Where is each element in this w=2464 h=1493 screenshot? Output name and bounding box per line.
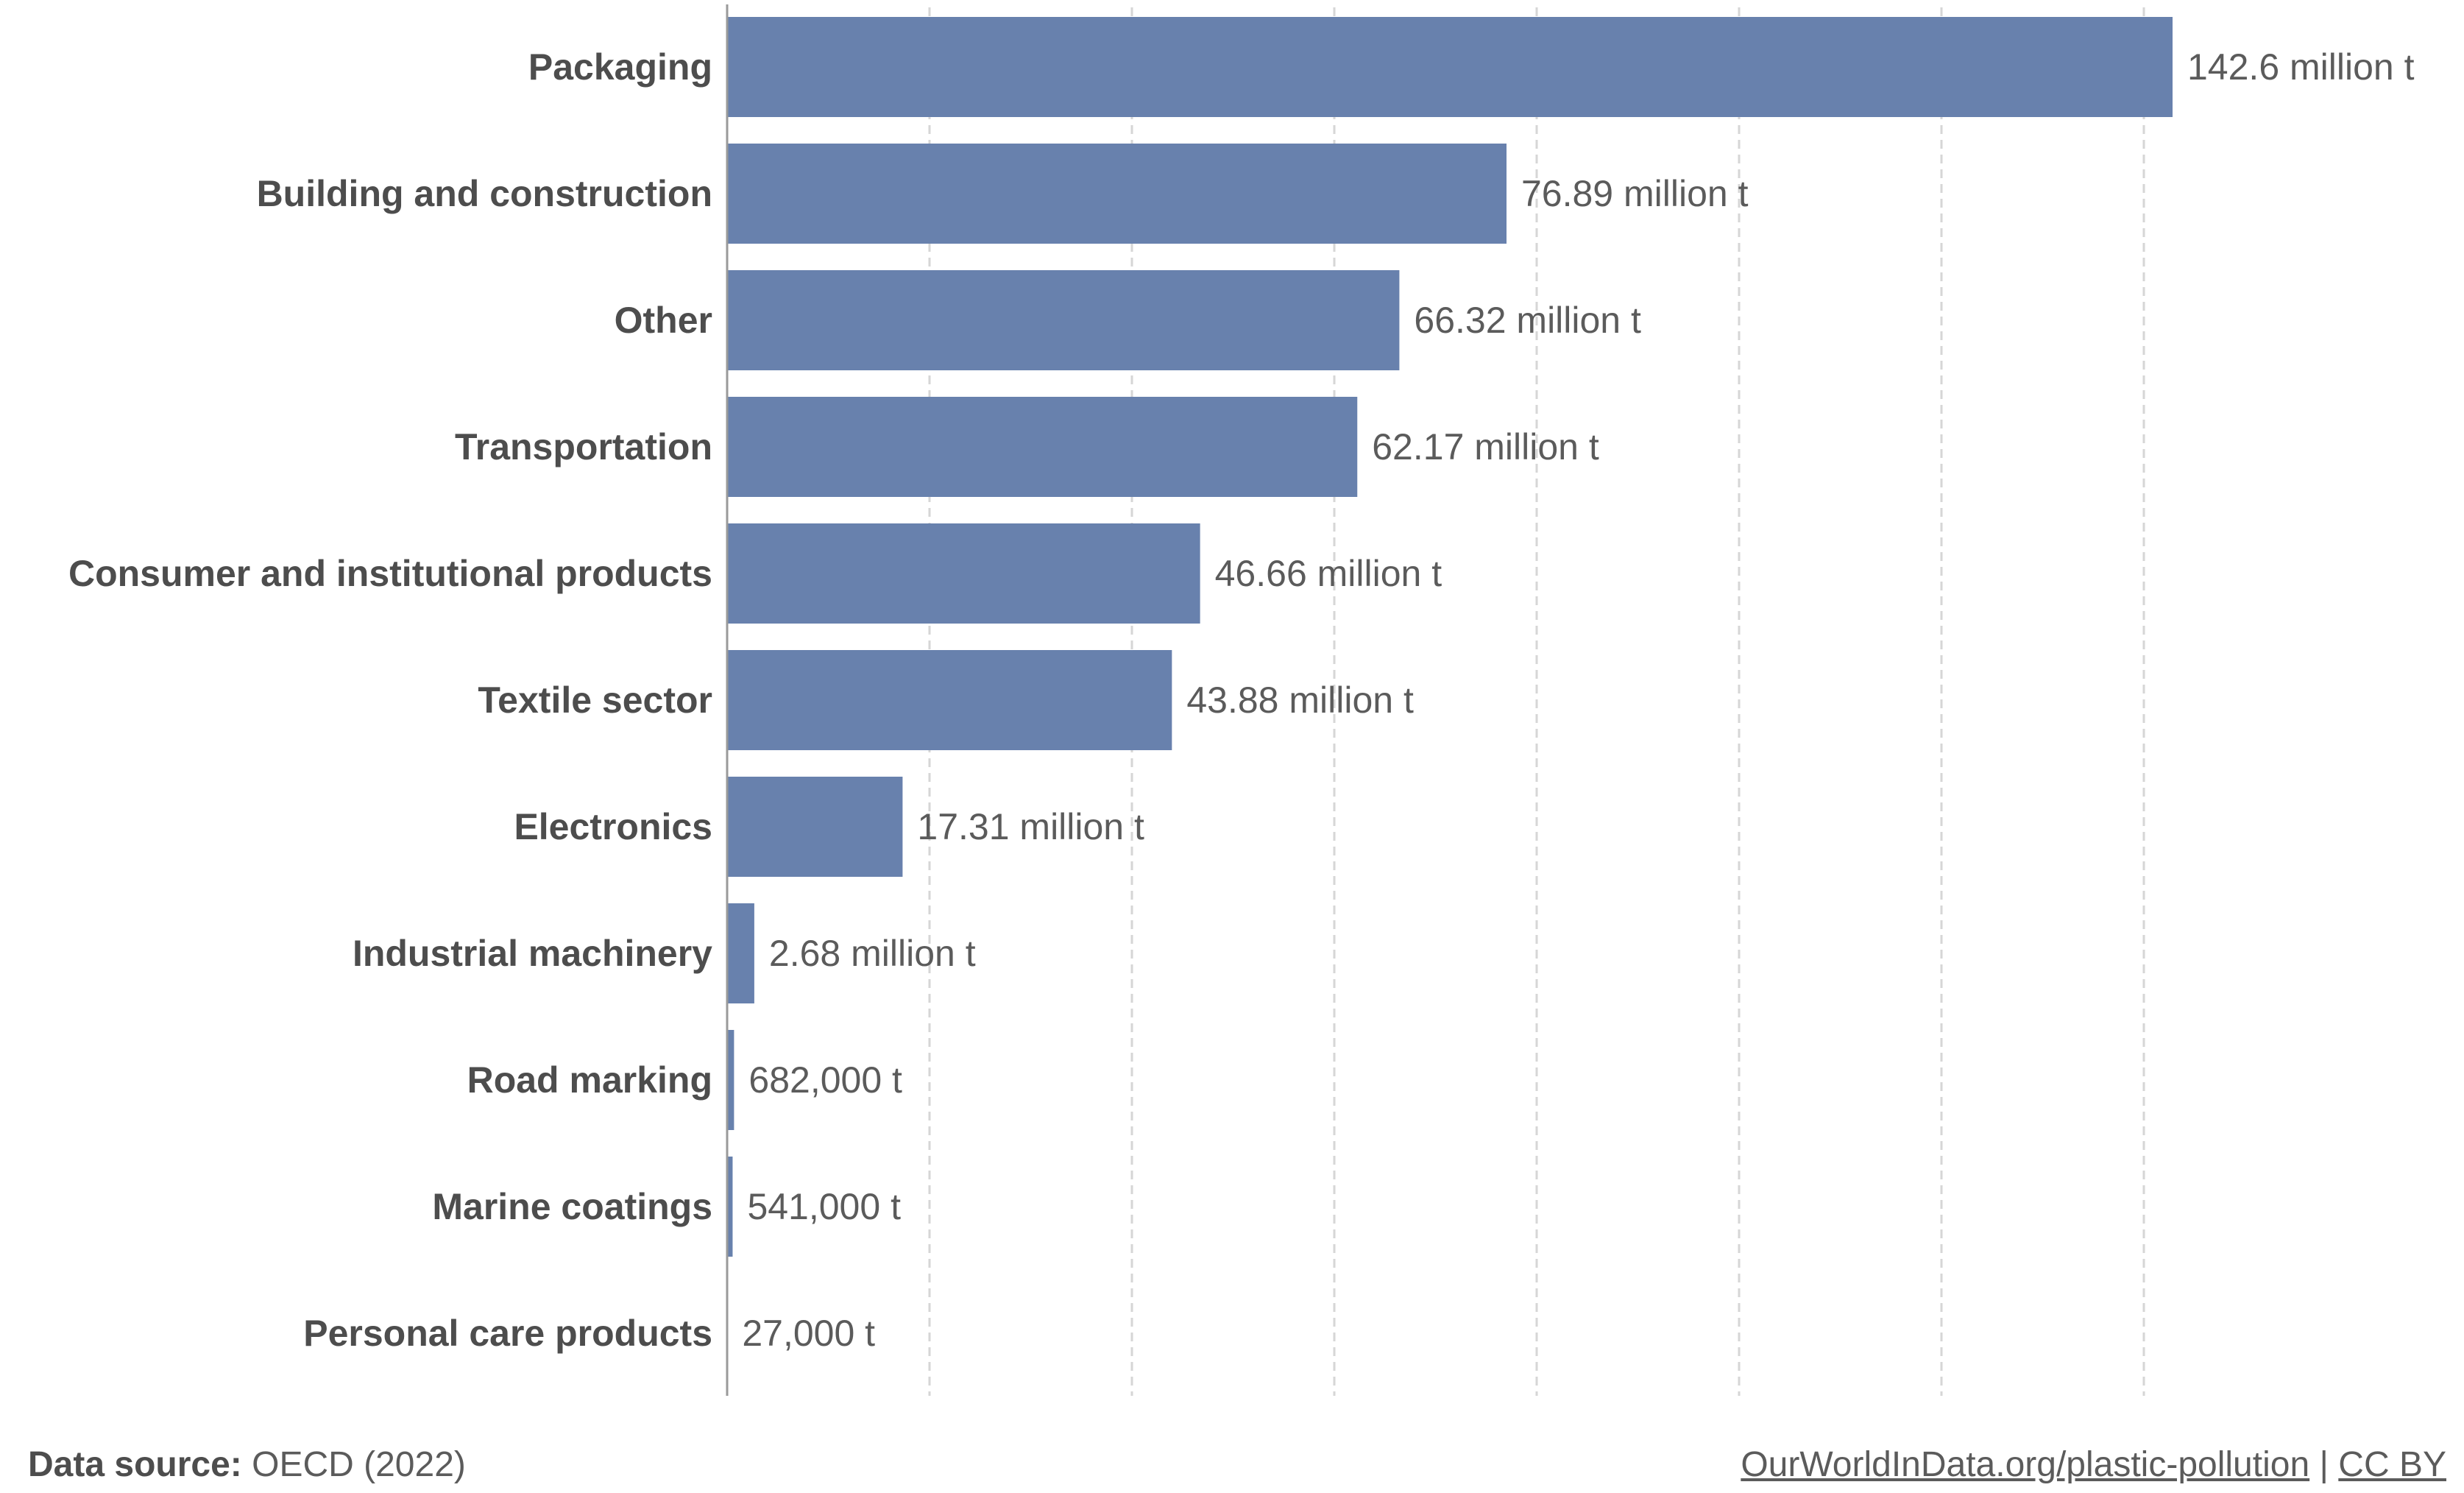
bar [727,777,903,877]
value-label: 682,000 t [748,1059,902,1101]
data-source-note: Data source: OECD (2022) [28,1443,466,1487]
value-label: 27,000 t [742,1313,875,1354]
bar [727,397,1358,497]
bar [727,523,1200,624]
bar-chart: Packaging 142.6 million t Building and con… [68,4,2415,1396]
category-label: Electronics [514,806,712,847]
value-label: 46.66 million t [1215,553,1442,594]
source-link[interactable]: OurWorldInData.org/plastic-pollution [1741,1445,2310,1484]
category-label: Industrial machinery [353,933,712,974]
value-label: 66.32 million t [1414,300,1641,341]
bar [727,650,1172,750]
value-label: 2.68 million t [769,933,976,974]
category-label: Marine coatings [432,1186,712,1227]
category-label: Building and construction [257,173,712,214]
bars [727,17,2173,1383]
value-label: 541,000 t [747,1186,901,1227]
value-label: 43.88 million t [1186,680,1414,721]
category-label: Personal care products [303,1313,712,1354]
value-label: 62.17 million t [1372,426,1599,467]
data-source-label: Data source: [28,1445,242,1484]
bar [727,17,2173,117]
category-label: Packaging [528,46,712,88]
bar [727,144,1507,244]
labels: Packaging 142.6 million t Building and con… [68,46,2415,1354]
value-label: 76.89 million t [1521,173,1749,214]
attribution: OurWorldInData.org/plastic-pollution | C… [1741,1443,2446,1487]
data-source-value: OECD (2022) [252,1445,466,1484]
value-label: 17.31 million t [917,806,1144,847]
category-label: Textile sector [478,680,712,721]
bar [727,1157,733,1257]
bar [727,903,754,1003]
category-label: Road marking [467,1059,712,1101]
separator: | [2319,1445,2329,1484]
category-label: Consumer and institutional products [68,553,712,594]
bar [727,1030,734,1130]
bar [727,270,1400,370]
license-link[interactable]: CC BY [2338,1445,2446,1484]
value-label: 142.6 million t [2187,46,2415,88]
category-label: Other [615,300,712,341]
category-label: Transportation [455,426,712,467]
